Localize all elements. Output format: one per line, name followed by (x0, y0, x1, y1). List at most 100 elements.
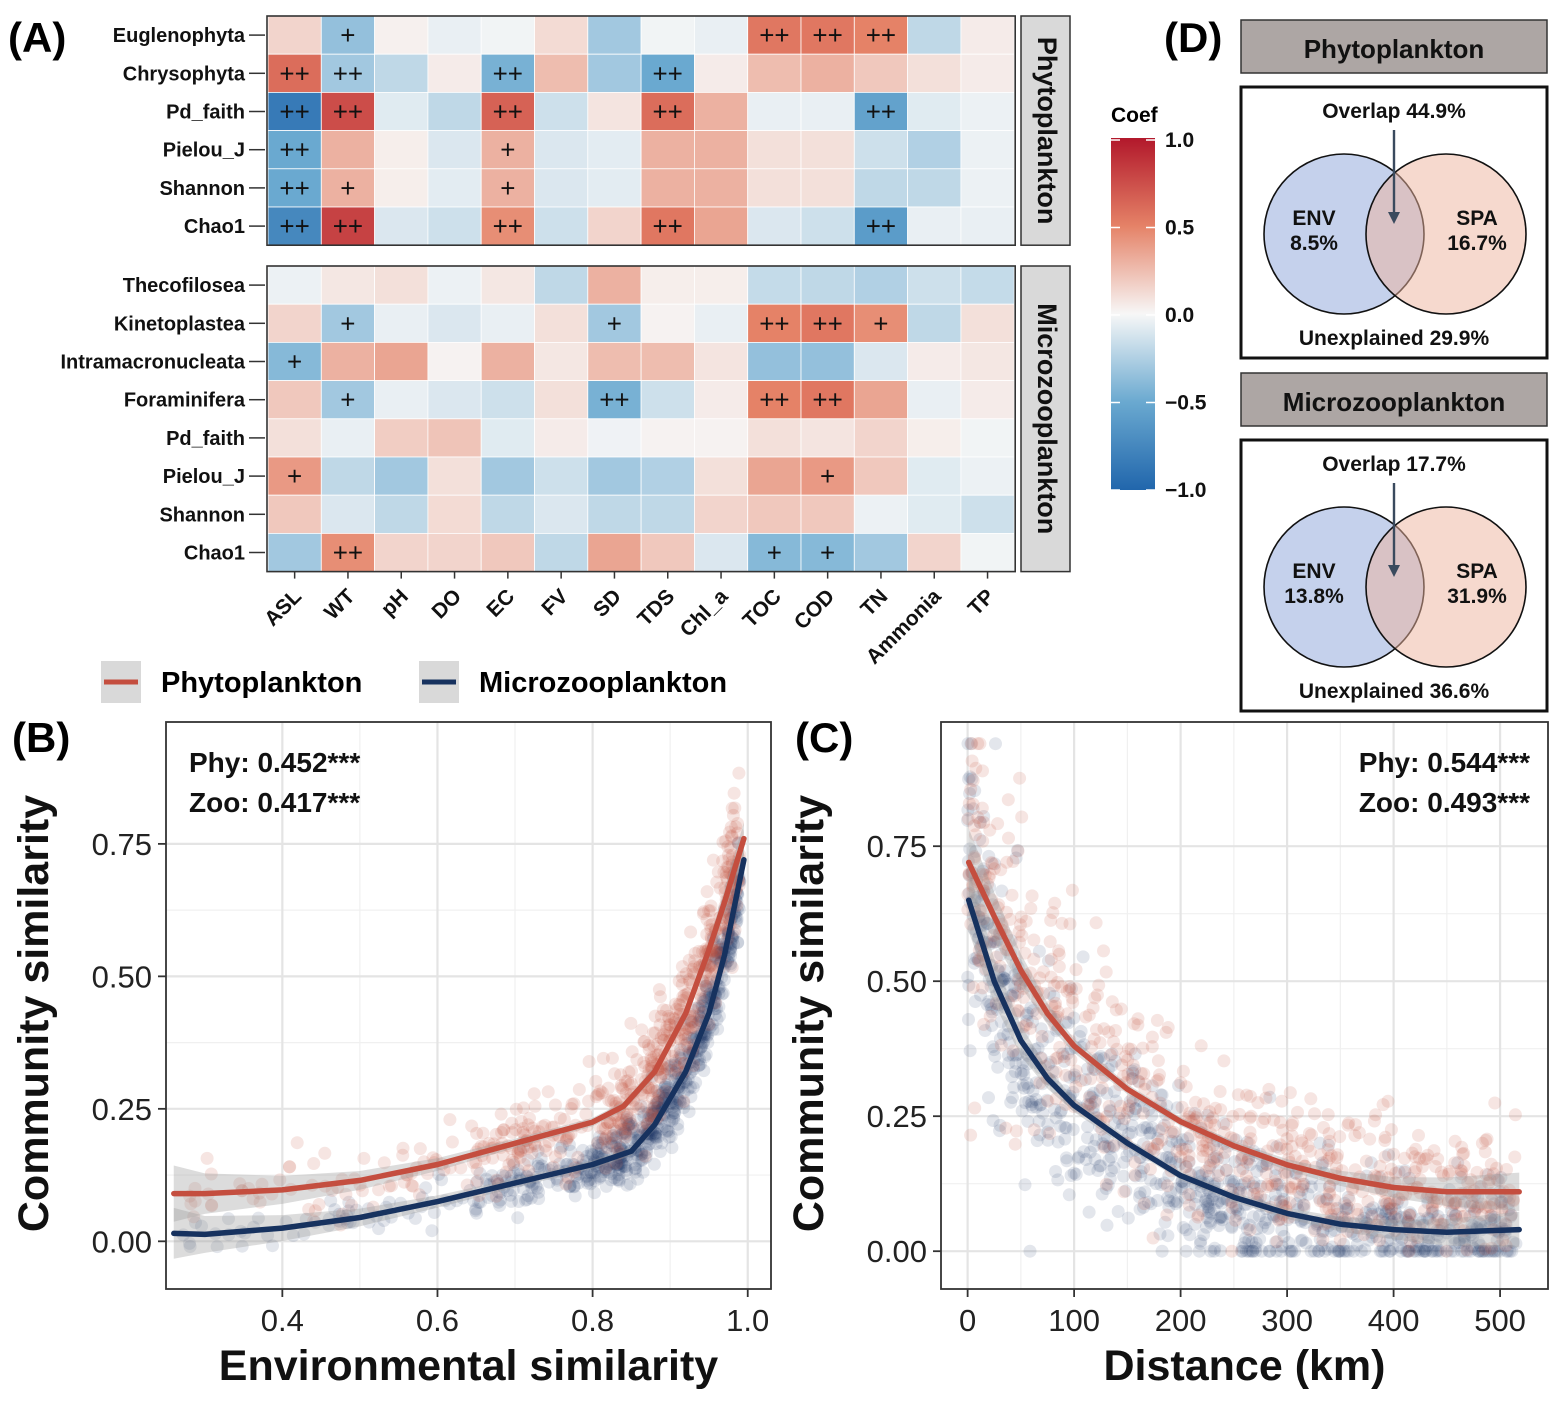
zoo-point (677, 1085, 691, 1099)
env-value: 8.5% (1290, 232, 1338, 255)
phyto-point (637, 1056, 651, 1069)
phyto-point (1243, 1089, 1257, 1103)
zoo-point (1202, 1169, 1216, 1183)
phyto-point (1243, 1223, 1257, 1237)
zoo-point (1454, 1170, 1468, 1184)
phyto-point (675, 960, 689, 974)
phyto-point (1242, 1152, 1255, 1166)
zoo-point (610, 1130, 624, 1144)
zoo-point (667, 1106, 681, 1119)
zoo-point (1001, 1048, 1015, 1062)
heatmap-cell (587, 206, 642, 246)
zoo-point (604, 1173, 618, 1187)
zoo-point (1502, 1196, 1516, 1210)
phyto-point (1174, 1076, 1188, 1090)
phyto-point (1348, 1163, 1362, 1177)
phyto-point (1199, 1164, 1213, 1178)
phyto-point (1087, 1032, 1101, 1046)
phyto-point (1398, 1151, 1411, 1165)
heatmap-cell (587, 533, 642, 573)
zoo-point (1282, 1236, 1295, 1250)
zoo-point (1165, 1134, 1179, 1148)
zoo-point (692, 1058, 706, 1072)
y-tick-label: 0.50 (92, 959, 152, 994)
zoo-point (1074, 1024, 1088, 1038)
heatmap-cell (694, 15, 749, 55)
zoo-point (1246, 1244, 1260, 1258)
zoo-point (1363, 1203, 1377, 1217)
phyto-point (1122, 1099, 1136, 1113)
signif-mark: + (287, 461, 302, 491)
signif-mark: + (820, 461, 835, 491)
phyto-point (471, 1174, 484, 1188)
zoo-point (1183, 1228, 1197, 1242)
zoo-point (1341, 1190, 1355, 1204)
zoo-point (1137, 1200, 1150, 1214)
heatmap-cell (800, 303, 855, 343)
phyto-point (973, 903, 987, 917)
phyto-point (669, 1063, 683, 1077)
phyto-point (976, 764, 989, 778)
zoo-point (1263, 1090, 1277, 1104)
panel-c-label: (C) (795, 714, 853, 761)
zoo-point (1207, 1203, 1221, 1217)
phyto-point (200, 1151, 214, 1165)
zoo-point (1215, 1196, 1229, 1210)
signif-mark: + (287, 347, 302, 377)
zoo-point (1449, 1209, 1463, 1223)
phyto-point (233, 1177, 247, 1191)
phyto-point (660, 1020, 674, 1034)
phyto-point (1138, 1082, 1152, 1096)
zoo-point (712, 1000, 726, 1014)
phyto-point (591, 1136, 605, 1150)
zoo-point (1172, 1079, 1186, 1092)
zoo-point (1199, 1194, 1212, 1208)
heatmap-cell (374, 130, 429, 170)
phyto-point (1182, 1188, 1196, 1201)
phyto-point (1282, 1180, 1296, 1194)
zoo-point (671, 1117, 685, 1131)
zoo-point (1207, 1244, 1221, 1258)
zoo-point (1431, 1243, 1445, 1257)
zoo-point (1081, 1062, 1094, 1076)
zoo-point (1199, 1192, 1213, 1206)
zoo-point (594, 1169, 608, 1183)
zoo-point (1402, 1244, 1416, 1258)
phyto-point (596, 1122, 610, 1136)
signif-mark: ++ (812, 308, 842, 338)
phyto-point (729, 820, 743, 834)
zoo-point (1235, 1178, 1249, 1192)
heatmap-cell (480, 15, 535, 55)
phyto-point (1051, 1005, 1065, 1019)
phyto-point (1206, 1111, 1220, 1125)
phyto-fit-line (171, 835, 747, 1197)
phyto-point (713, 881, 727, 895)
zoo-point (699, 980, 713, 993)
phyto-point (1069, 1064, 1083, 1078)
zoo-point (991, 963, 1005, 976)
phyto-point (1329, 1161, 1343, 1174)
heatmap-cell (320, 303, 375, 343)
zoo-point (1048, 1102, 1062, 1116)
phyto-point (647, 1050, 661, 1064)
zoo-point (1008, 980, 1022, 994)
phyto-point (290, 1136, 304, 1150)
zoo-point (1495, 1195, 1509, 1209)
zoo-point (1464, 1244, 1478, 1258)
heatmap-cell (427, 15, 482, 55)
zoo-point (1058, 1121, 1072, 1134)
heatmap-cell (587, 303, 642, 343)
zoo-point (1342, 1244, 1356, 1258)
phyto-point (1457, 1159, 1471, 1173)
phyto-point (1131, 1012, 1145, 1026)
heatmap-cell (853, 418, 908, 458)
phyto-point (1183, 1129, 1197, 1143)
zoo-point (1008, 968, 1022, 982)
heatmap-column-label: FV (537, 585, 572, 620)
zoo-point (1472, 1236, 1485, 1249)
heatmap-cell (747, 418, 802, 458)
phyto-point (1402, 1175, 1415, 1189)
zoo-point (1373, 1244, 1387, 1258)
y-tick-label: 0.75 (92, 827, 152, 862)
